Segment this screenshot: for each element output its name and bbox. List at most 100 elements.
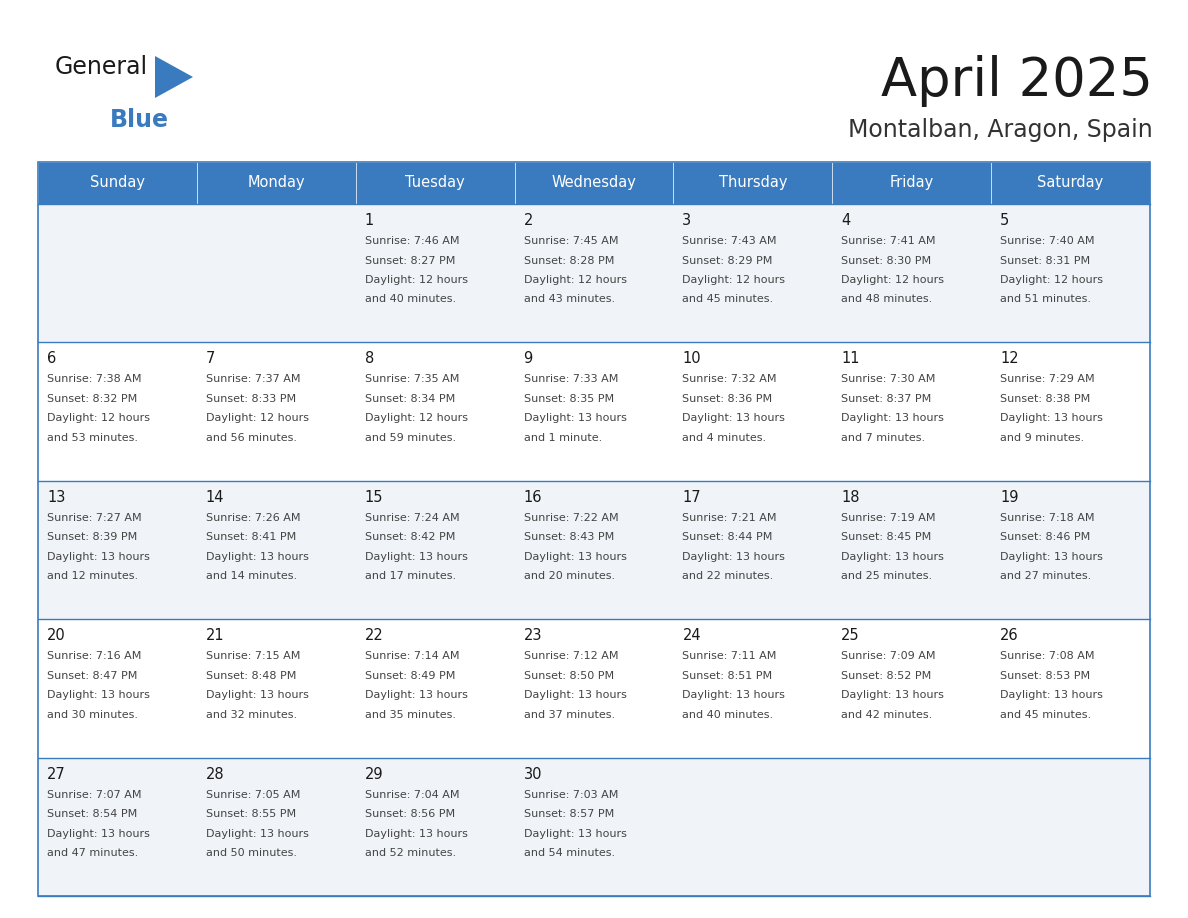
Text: Sunset: 8:37 PM: Sunset: 8:37 PM [841,394,931,404]
Text: Daylight: 13 hours: Daylight: 13 hours [841,552,944,562]
Text: 14: 14 [206,490,225,505]
Text: 1: 1 [365,213,374,228]
Text: and 7 minutes.: and 7 minutes. [841,433,925,442]
Text: Sunrise: 7:09 AM: Sunrise: 7:09 AM [841,651,936,661]
Text: 20: 20 [48,628,65,644]
Text: Daylight: 13 hours: Daylight: 13 hours [365,690,468,700]
Bar [355,162,514,204]
Text: Sunset: 8:50 PM: Sunset: 8:50 PM [524,671,614,681]
Text: Tuesday: Tuesday [405,175,465,191]
Text: Daylight: 13 hours: Daylight: 13 hours [48,552,150,562]
Text: Daylight: 12 hours: Daylight: 12 hours [365,413,468,423]
Text: Sunset: 8:57 PM: Sunset: 8:57 PM [524,809,614,819]
Text: Daylight: 13 hours: Daylight: 13 hours [206,552,309,562]
Text: Sunrise: 7:35 AM: Sunrise: 7:35 AM [365,375,459,385]
Text: 25: 25 [841,628,860,644]
Text: Monday: Monday [247,175,305,191]
Text: Friday: Friday [890,175,934,191]
Text: 4: 4 [841,213,851,228]
Text: 7: 7 [206,352,215,366]
Text: 22: 22 [365,628,384,644]
Text: Daylight: 13 hours: Daylight: 13 hours [682,690,785,700]
Text: and 22 minutes.: and 22 minutes. [682,571,773,581]
Text: 24: 24 [682,628,701,644]
Text: Daylight: 13 hours: Daylight: 13 hours [682,413,785,423]
Text: Sunrise: 7:45 AM: Sunrise: 7:45 AM [524,236,618,246]
Text: Sunset: 8:32 PM: Sunset: 8:32 PM [48,394,138,404]
Bar [38,204,1150,342]
Bar [674,162,833,204]
Text: Sunset: 8:45 PM: Sunset: 8:45 PM [841,532,931,543]
Bar [38,162,197,204]
Text: Daylight: 12 hours: Daylight: 12 hours [48,413,150,423]
Text: 3: 3 [682,213,691,228]
Text: and 45 minutes.: and 45 minutes. [1000,710,1092,720]
Text: Daylight: 13 hours: Daylight: 13 hours [365,552,468,562]
Text: Sunset: 8:52 PM: Sunset: 8:52 PM [841,671,931,681]
Text: and 45 minutes.: and 45 minutes. [682,295,773,305]
Text: Sunset: 8:39 PM: Sunset: 8:39 PM [48,532,138,543]
Bar [833,162,991,204]
Text: Sunrise: 7:12 AM: Sunrise: 7:12 AM [524,651,618,661]
Text: Sunrise: 7:21 AM: Sunrise: 7:21 AM [682,513,777,522]
Text: Montalban, Aragon, Spain: Montalban, Aragon, Spain [848,118,1154,142]
Text: and 30 minutes.: and 30 minutes. [48,710,138,720]
Bar [991,162,1150,204]
Text: and 51 minutes.: and 51 minutes. [1000,295,1091,305]
Text: April 2025: April 2025 [881,55,1154,107]
Text: Sunset: 8:36 PM: Sunset: 8:36 PM [682,394,772,404]
Text: Sunset: 8:29 PM: Sunset: 8:29 PM [682,255,773,265]
Text: Sunrise: 7:38 AM: Sunrise: 7:38 AM [48,375,141,385]
Text: and 25 minutes.: and 25 minutes. [841,571,933,581]
Text: Sunday: Sunday [90,175,145,191]
Bar [38,342,1150,481]
Text: Daylight: 12 hours: Daylight: 12 hours [1000,275,1104,285]
Text: and 17 minutes.: and 17 minutes. [365,571,456,581]
Text: Daylight: 13 hours: Daylight: 13 hours [524,413,626,423]
Text: Daylight: 12 hours: Daylight: 12 hours [841,275,944,285]
Bar [38,757,1150,896]
Text: 17: 17 [682,490,701,505]
Text: 9: 9 [524,352,533,366]
Text: and 4 minutes.: and 4 minutes. [682,433,766,442]
Text: and 59 minutes.: and 59 minutes. [365,433,456,442]
Text: Sunrise: 7:11 AM: Sunrise: 7:11 AM [682,651,777,661]
Text: 28: 28 [206,767,225,781]
Text: Sunrise: 7:08 AM: Sunrise: 7:08 AM [1000,651,1094,661]
Bar [38,620,1150,757]
Text: 18: 18 [841,490,860,505]
Text: Sunrise: 7:14 AM: Sunrise: 7:14 AM [365,651,460,661]
Text: Sunrise: 7:27 AM: Sunrise: 7:27 AM [48,513,141,522]
Text: Sunrise: 7:05 AM: Sunrise: 7:05 AM [206,789,301,800]
Text: Sunset: 8:49 PM: Sunset: 8:49 PM [365,671,455,681]
Text: and 53 minutes.: and 53 minutes. [48,433,138,442]
Text: Daylight: 13 hours: Daylight: 13 hours [48,829,150,839]
Text: Daylight: 13 hours: Daylight: 13 hours [1000,690,1102,700]
Text: Sunrise: 7:32 AM: Sunrise: 7:32 AM [682,375,777,385]
Text: Daylight: 13 hours: Daylight: 13 hours [206,690,309,700]
Text: Sunset: 8:27 PM: Sunset: 8:27 PM [365,255,455,265]
Text: Sunrise: 7:37 AM: Sunrise: 7:37 AM [206,375,301,385]
Text: 15: 15 [365,490,384,505]
Text: Sunrise: 7:19 AM: Sunrise: 7:19 AM [841,513,936,522]
Text: Sunrise: 7:24 AM: Sunrise: 7:24 AM [365,513,460,522]
Text: Sunset: 8:47 PM: Sunset: 8:47 PM [48,671,138,681]
Text: Sunrise: 7:04 AM: Sunrise: 7:04 AM [365,789,460,800]
Text: Sunrise: 7:40 AM: Sunrise: 7:40 AM [1000,236,1094,246]
Text: Daylight: 12 hours: Daylight: 12 hours [365,275,468,285]
Text: Sunrise: 7:26 AM: Sunrise: 7:26 AM [206,513,301,522]
Text: Daylight: 13 hours: Daylight: 13 hours [48,690,150,700]
Text: 8: 8 [365,352,374,366]
Text: and 35 minutes.: and 35 minutes. [365,710,456,720]
Text: Sunset: 8:51 PM: Sunset: 8:51 PM [682,671,772,681]
Text: and 20 minutes.: and 20 minutes. [524,571,614,581]
Text: and 42 minutes.: and 42 minutes. [841,710,933,720]
Text: and 50 minutes.: and 50 minutes. [206,848,297,858]
Text: Sunrise: 7:03 AM: Sunrise: 7:03 AM [524,789,618,800]
Text: Sunrise: 7:41 AM: Sunrise: 7:41 AM [841,236,936,246]
Text: Daylight: 13 hours: Daylight: 13 hours [524,552,626,562]
Text: Daylight: 13 hours: Daylight: 13 hours [841,690,944,700]
Text: 27: 27 [48,767,65,781]
Text: 30: 30 [524,767,542,781]
Text: and 56 minutes.: and 56 minutes. [206,433,297,442]
